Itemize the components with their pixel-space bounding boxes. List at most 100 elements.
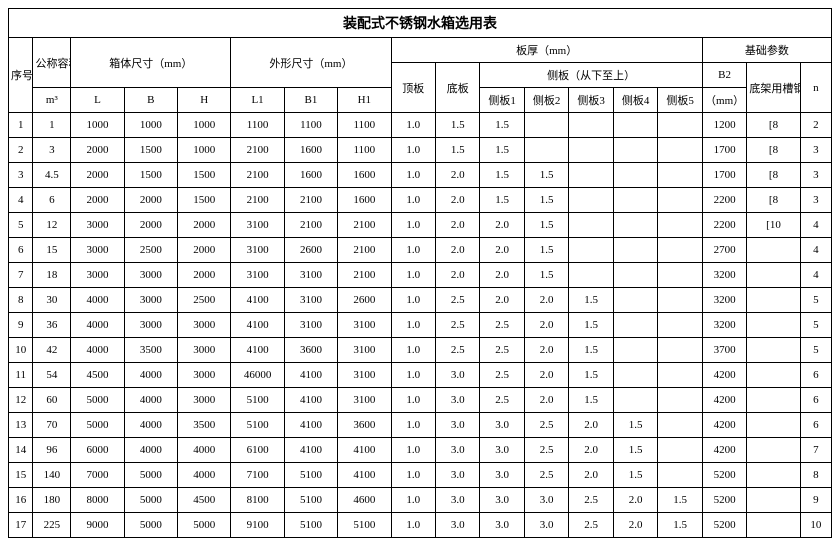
- cell-top: 1.0: [391, 238, 435, 263]
- cell-H1: 3600: [338, 413, 391, 438]
- cell-ch: [8: [747, 163, 800, 188]
- hdr-side-plate: 侧板（从下至上）: [480, 63, 702, 88]
- cell-top: 1.0: [391, 513, 435, 538]
- cell-L: 5000: [71, 388, 124, 413]
- cell-s3: 2.0: [569, 413, 613, 438]
- cell-L: 2000: [71, 163, 124, 188]
- cell-H: 4000: [178, 438, 231, 463]
- cell-n: 3: [800, 188, 831, 213]
- cell-B1: 5100: [284, 463, 337, 488]
- cell-L1: 3100: [231, 213, 284, 238]
- cell-n: 5: [800, 288, 831, 313]
- hdr-B1: B1: [284, 88, 337, 113]
- cell-bot: 2.5: [435, 338, 479, 363]
- hdr-B: B: [124, 88, 177, 113]
- cell-s3: 1.5: [569, 313, 613, 338]
- cell-H1: 2100: [338, 238, 391, 263]
- cell-s5: 1.5: [658, 488, 703, 513]
- cell-H1: 1600: [338, 163, 391, 188]
- cell-s2: 2.5: [524, 438, 568, 463]
- cell-s2: 3.0: [524, 488, 568, 513]
- cell-bot: 2.0: [435, 238, 479, 263]
- table-row: 10424000350030004100360031001.02.52.52.0…: [9, 338, 832, 363]
- cell-B2: 1700: [702, 163, 746, 188]
- hdr-vol: 公称容积: [33, 38, 71, 88]
- cell-B1: 4100: [284, 363, 337, 388]
- cell-top: 1.0: [391, 438, 435, 463]
- cell-s2: 1.5: [524, 163, 568, 188]
- cell-s3: 2.0: [569, 463, 613, 488]
- hdr-box-dim: 箱体尺寸（mm）: [71, 38, 231, 88]
- cell-B: 4000: [124, 388, 177, 413]
- cell-s5: [658, 363, 703, 388]
- hdr-top-plate: 顶板: [391, 63, 435, 113]
- cell-s1: 2.5: [480, 338, 524, 363]
- cell-vol: 70: [33, 413, 71, 438]
- cell-s5: [658, 113, 703, 138]
- cell-B: 2000: [124, 188, 177, 213]
- cell-ch: [747, 263, 800, 288]
- cell-vol: 42: [33, 338, 71, 363]
- cell-n: 5: [800, 313, 831, 338]
- cell-B2: 5200: [702, 513, 746, 538]
- cell-vol: 15: [33, 238, 71, 263]
- cell-H: 2000: [178, 213, 231, 238]
- cell-vol: 180: [33, 488, 71, 513]
- cell-n: 4: [800, 213, 831, 238]
- cell-s3: [569, 138, 613, 163]
- cell-ch: [8: [747, 138, 800, 163]
- cell-B1: 2100: [284, 188, 337, 213]
- cell-top: 1.0: [391, 188, 435, 213]
- hdr-seq: 序号: [9, 38, 33, 113]
- cell-vol: 6: [33, 188, 71, 213]
- cell-vol: 12: [33, 213, 71, 238]
- cell-H: 1000: [178, 138, 231, 163]
- cell-bot: 3.0: [435, 363, 479, 388]
- table-head: 序号 公称容积 箱体尺寸（mm） 外形尺寸（mm） 板厚（mm） 基础参数 顶板…: [9, 38, 832, 113]
- cell-s4: [613, 188, 657, 213]
- cell-H1: 2600: [338, 288, 391, 313]
- table-row: 6153000250020003100260021001.02.02.01.52…: [9, 238, 832, 263]
- hdr-outer-dim: 外形尺寸（mm）: [231, 38, 391, 88]
- cell-B1: 5100: [284, 513, 337, 538]
- cell-B: 3000: [124, 288, 177, 313]
- cell-s3: [569, 263, 613, 288]
- cell-ch: [747, 413, 800, 438]
- cell-bot: 2.0: [435, 213, 479, 238]
- cell-B: 5000: [124, 513, 177, 538]
- cell-bot: 3.0: [435, 388, 479, 413]
- cell-H: 3000: [178, 363, 231, 388]
- cell-s5: [658, 338, 703, 363]
- cell-s1: 2.5: [480, 313, 524, 338]
- cell-ch: [747, 488, 800, 513]
- cell-top: 1.0: [391, 138, 435, 163]
- cell-H: 2000: [178, 263, 231, 288]
- table-row: 172259000500050009100510051001.03.03.03.…: [9, 513, 832, 538]
- cell-n: 10: [800, 513, 831, 538]
- cell-L: 5000: [71, 413, 124, 438]
- cell-L: 4500: [71, 363, 124, 388]
- cell-s5: [658, 388, 703, 413]
- hdr-b2: B2: [702, 63, 746, 88]
- cell-n: 9: [800, 488, 831, 513]
- cell-s5: [658, 288, 703, 313]
- cell-seq: 16: [9, 488, 33, 513]
- cell-s5: 1.5: [658, 513, 703, 538]
- cell-seq: 8: [9, 288, 33, 313]
- cell-B2: 4200: [702, 413, 746, 438]
- cell-L1: 5100: [231, 388, 284, 413]
- table-body: 111000100010001100110011001.01.51.51200[…: [9, 113, 832, 538]
- cell-s2: [524, 113, 568, 138]
- cell-seq: 11: [9, 363, 33, 388]
- cell-L1: 7100: [231, 463, 284, 488]
- cell-H: 3000: [178, 388, 231, 413]
- cell-B1: 5100: [284, 488, 337, 513]
- cell-H1: 4100: [338, 438, 391, 463]
- cell-B: 1500: [124, 163, 177, 188]
- cell-ch: [747, 363, 800, 388]
- cell-top: 1.0: [391, 288, 435, 313]
- cell-B: 3500: [124, 338, 177, 363]
- cell-n: 4: [800, 263, 831, 288]
- cell-B2: 5200: [702, 488, 746, 513]
- cell-bot: 3.0: [435, 513, 479, 538]
